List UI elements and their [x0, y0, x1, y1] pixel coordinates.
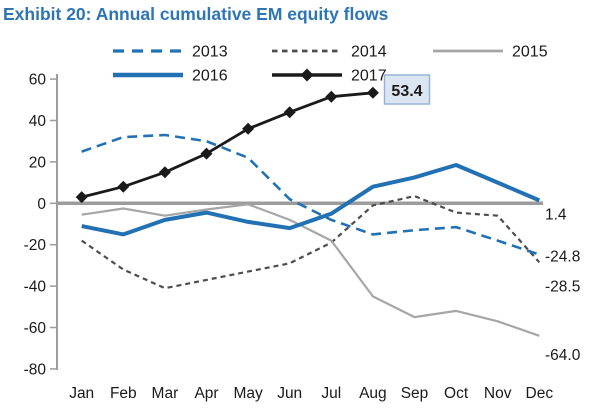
- x-axis-month-label: Jul: [321, 385, 341, 402]
- legend-item-2013: 2013: [113, 44, 228, 61]
- legend-label-2016: 2016: [192, 68, 228, 85]
- data-point-diamond: [75, 191, 88, 204]
- x-axis-month-label: Feb: [110, 385, 137, 402]
- y-axis-tick-label: 40: [29, 113, 47, 130]
- y-axis-tick-label: 20: [29, 154, 47, 171]
- series-line-2013: [81, 133, 540, 256]
- y-axis-tick-label: 60: [29, 72, 47, 89]
- end-label-2014: -28.5: [545, 278, 580, 295]
- x-axis-month-label: Oct: [444, 385, 469, 402]
- data-point-diamond: [200, 147, 213, 160]
- x-axis-month-label: Aug: [359, 385, 387, 402]
- legend: 2013 2014 2015 2016 2017: [113, 44, 548, 85]
- legend-label-2013: 2013: [192, 44, 228, 61]
- y-axis-tick-label: -80: [24, 361, 47, 378]
- series-line-2014: [81, 195, 541, 290]
- legend-item-2015: 2015: [433, 44, 548, 61]
- data-point-diamond: [366, 86, 379, 99]
- y-axis-tick-label: -20: [24, 237, 47, 254]
- legend-label-2014: 2014: [351, 44, 387, 61]
- x-axis-month-label: May: [233, 385, 263, 402]
- series-2015: [81, 203, 540, 337]
- callout-value: 53.4: [391, 83, 422, 100]
- data-point-diamond: [117, 180, 130, 193]
- chart-title: Exhibit 20: Annual cumulative EM equity …: [3, 4, 389, 24]
- x-axis-month-label: Jan: [69, 385, 94, 402]
- y-axis: 60 40 20 0 -20 -40 -60 -80: [24, 72, 58, 378]
- end-label-2015: -64.0: [545, 347, 581, 364]
- callout-box: [383, 74, 431, 105]
- x-axis-month-label: Nov: [484, 385, 512, 402]
- series-2013: [81, 133, 540, 256]
- series-2017: [75, 86, 379, 204]
- series-2016: [81, 163, 541, 237]
- callout-53-4: 53.4: [383, 74, 431, 105]
- data-point-diamond: [325, 90, 338, 103]
- x-axis-labels: Jan Feb Mar Apr May Jun Jul Aug Sep Oct Nov Dec: [69, 385, 553, 402]
- legend-item-2014: 2014: [272, 44, 387, 61]
- data-point-diamond: [283, 106, 296, 119]
- x-axis-month-label: Jun: [277, 385, 302, 402]
- legend-item-2017: 2017: [272, 68, 387, 85]
- x-axis-month-label: Dec: [526, 385, 554, 402]
- legend-label-2015: 2015: [512, 44, 548, 61]
- series-line-2015: [81, 203, 540, 337]
- series-line-2017: [81, 91, 374, 199]
- legend-marker-diamond: [300, 68, 314, 82]
- y-axis-tick-label: -60: [24, 320, 47, 337]
- legend-label-2017: 2017: [351, 68, 387, 85]
- data-point-diamond: [158, 166, 171, 179]
- data-point-diamond: [242, 122, 255, 135]
- end-label-2013: -24.8: [545, 249, 580, 266]
- y-axis-tick-label: 0: [37, 196, 46, 213]
- end-label-2016: 1.4: [545, 206, 567, 223]
- legend-item-2016: 2016: [113, 68, 228, 85]
- x-axis-month-label: Mar: [152, 385, 179, 402]
- series-line-2016: [81, 163, 541, 237]
- y-axis-tick-label: -40: [24, 279, 47, 296]
- x-axis-month-label: Sep: [401, 385, 429, 402]
- x-axis-month-label: Apr: [194, 385, 218, 402]
- series-2014: [81, 195, 541, 290]
